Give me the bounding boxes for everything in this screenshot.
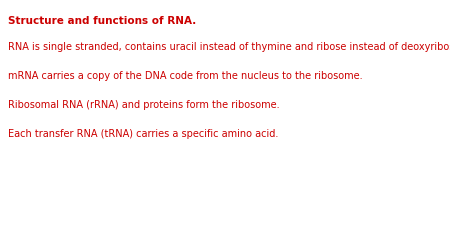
Text: Ribosomal RNA (rRNA) and proteins form the ribosome.: Ribosomal RNA (rRNA) and proteins form t…: [8, 100, 280, 110]
Text: Structure and functions of RNA.: Structure and functions of RNA.: [8, 16, 196, 26]
Text: mRNA carries a copy of the DNA code from the nucleus to the ribosome.: mRNA carries a copy of the DNA code from…: [8, 71, 363, 81]
Text: RNA is single stranded, contains uracil instead of thymine and ribose instead of: RNA is single stranded, contains uracil …: [8, 42, 450, 52]
Text: Each transfer RNA (tRNA) carries a specific amino acid.: Each transfer RNA (tRNA) carries a speci…: [8, 129, 279, 139]
